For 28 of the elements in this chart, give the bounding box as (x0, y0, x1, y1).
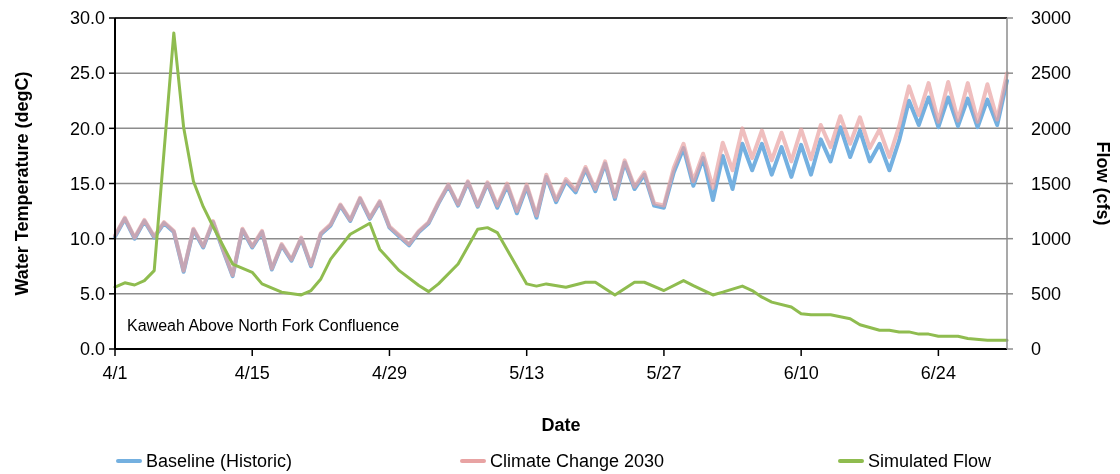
y2-tick-label: 0 (1031, 339, 1042, 360)
x-axis-title: Date (541, 415, 581, 435)
legend-label: Simulated Flow (868, 451, 993, 472)
x-tick-label: 4/15 (234, 363, 270, 383)
x-tick-label: 5/13 (509, 363, 545, 383)
x-tick-label: 4/1 (102, 363, 128, 383)
y-tick-label: 30.0 (69, 8, 105, 29)
y-tick-label: 25.0 (69, 63, 105, 84)
y-tick-label: 10.0 (69, 228, 105, 249)
y2-tick-label: 2000 (1031, 118, 1072, 139)
x-tick-label: 5/27 (646, 363, 682, 383)
y-axis-title: Water Temperature (degC) (12, 71, 32, 296)
legend-label: Baseline (Historic) (146, 451, 293, 472)
y2-axis-title: Flow (cfs) (1093, 141, 1113, 226)
annotation: Kaweah Above North Fork Confluence (127, 317, 400, 334)
y2-tick-label: 2500 (1031, 63, 1072, 84)
x-tick-label: 6/24 (920, 363, 956, 383)
y2-tick-label: 3000 (1031, 8, 1072, 29)
y2-tick-label: 1000 (1031, 228, 1072, 249)
y2-tick-label: 1500 (1031, 173, 1072, 194)
y2-tick-label: 500 (1031, 284, 1062, 305)
legend-label: Climate Change 2030 (490, 451, 665, 472)
x-tick-label: 6/10 (783, 363, 819, 383)
y-tick-label: 0.0 (79, 339, 105, 360)
x-tick-label: 4/29 (371, 363, 407, 383)
y-tick-label: 5.0 (79, 284, 105, 305)
y-tick-label: 20.0 (69, 118, 105, 139)
y-tick-label: 15.0 (69, 173, 105, 194)
